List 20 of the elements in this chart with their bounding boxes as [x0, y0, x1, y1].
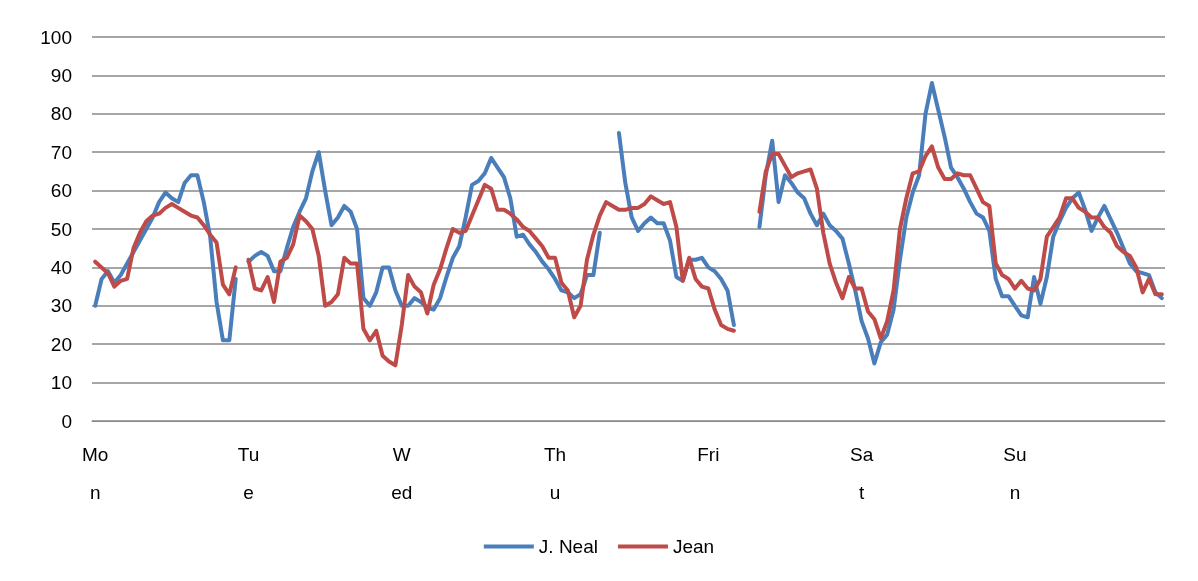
y-tick-label: 100: [40, 26, 72, 48]
x-tick-label: Mon: [81, 443, 109, 503]
x-tick-label: Fri: [697, 443, 720, 465]
x-tick-label: Wed: [391, 443, 413, 503]
y-tick-label: 70: [50, 141, 72, 163]
y-tick-label: 40: [50, 256, 72, 278]
x-tick-label: Sat: [850, 443, 874, 503]
y-tick-label: 50: [50, 218, 72, 240]
x-tick-label: Thu: [543, 443, 567, 503]
legend-label: Jean: [672, 536, 715, 557]
y-tick-label: 60: [50, 180, 72, 202]
x-tick-label: Tue: [237, 443, 260, 503]
x-tick-label: Sun: [1003, 443, 1027, 503]
y-tick-label: 20: [50, 333, 72, 355]
legend-label: J. Neal: [538, 536, 598, 557]
y-tick-label: 80: [50, 103, 72, 125]
y-tick-label: 0: [61, 410, 72, 432]
y-tick-label: 30: [50, 295, 72, 317]
y-tick-label: 90: [50, 64, 72, 86]
y-tick-label: 10: [50, 372, 72, 394]
